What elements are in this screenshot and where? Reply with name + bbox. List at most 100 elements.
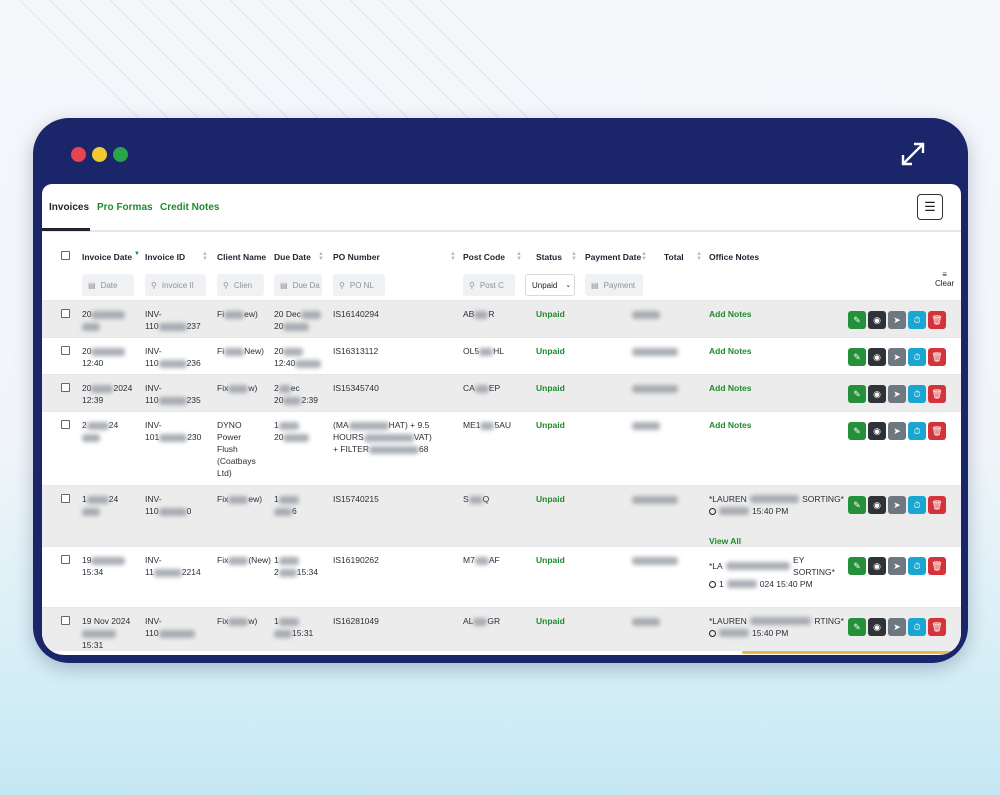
row-checkbox[interactable] (61, 383, 70, 392)
delete-button[interactable]: 🗑 (928, 311, 946, 329)
send-button[interactable]: ➤ (888, 496, 906, 514)
date-filter[interactable]: ▤ Date (82, 274, 134, 296)
client-filter[interactable]: ⚲ Clien (217, 274, 264, 296)
tab-invoices[interactable]: Invoices (49, 202, 90, 213)
tab-credit-notes[interactable]: Credit Notes (160, 202, 220, 213)
minimize-dot[interactable] (92, 147, 107, 162)
maximize-dot[interactable] (113, 147, 128, 162)
sort-icon[interactable]: ▲ ▼ (202, 251, 208, 262)
col-invoice-date[interactable]: Invoice Date (82, 252, 133, 262)
status-select[interactable]: Unpaid ⌄ (525, 274, 575, 296)
view-button[interactable]: ◉ (868, 618, 886, 636)
delete-button[interactable]: 🗑 (928, 422, 946, 440)
due-date-filter[interactable]: ▤ Due Da (274, 274, 322, 296)
clear-filters-button[interactable]: ≡ Clear (935, 270, 955, 288)
delete-button[interactable]: 🗑 (928, 348, 946, 366)
sort-desc-icon[interactable]: ▼ (134, 251, 140, 257)
view-button[interactable]: ◉ (868, 422, 886, 440)
post-code-filter[interactable]: ⚲ Post C (463, 274, 515, 296)
table-row[interactable]: 20 12:40 INV- 110 236 Fi New) 20 12:40 IS1631… (42, 337, 961, 374)
horizontal-scrollbar[interactable] (742, 651, 952, 654)
client-name-cell: Fi ew) (217, 309, 258, 319)
redacted-text (278, 384, 291, 393)
edit-button[interactable]: ✎ (848, 496, 866, 514)
delete-button[interactable]: 🗑 (928, 385, 946, 403)
send-button[interactable]: ➤ (888, 348, 906, 366)
payment-date-filter[interactable]: ▤ Payment (585, 274, 643, 296)
table-row[interactable]: 2 24 INV- 101 230 DYNO Power Flush (Coatbays Lt… (42, 411, 961, 485)
send-button[interactable]: ➤ (888, 618, 906, 636)
col-due-date[interactable]: Due Date (274, 252, 311, 262)
col-po-number[interactable]: PO Number (333, 252, 380, 262)
col-invoice-id[interactable]: Invoice ID (145, 252, 186, 262)
row-checkbox[interactable] (61, 555, 70, 564)
edit-button[interactable]: ✎ (848, 348, 866, 366)
menu-button[interactable]: ☰ (917, 194, 943, 220)
sort-icon[interactable]: ▲ ▼ (696, 251, 702, 262)
row-checkbox[interactable] (61, 494, 70, 503)
add-notes-link[interactable]: Add Notes (709, 420, 752, 430)
send-button[interactable]: ➤ (888, 311, 906, 329)
row-checkbox[interactable] (61, 616, 70, 625)
reminder-button[interactable]: ⏱ (908, 557, 926, 575)
view-all-notes-link[interactable]: View All (709, 536, 742, 546)
table-row[interactable]: 19 Nov 2024 15:31 INV- 110 Fix w) 1 15:31 IS… (42, 607, 961, 651)
col-total[interactable]: Total (664, 252, 684, 262)
po-number-cell: IS16313112 (333, 346, 379, 356)
edit-button[interactable]: ✎ (848, 385, 866, 403)
add-notes-link[interactable]: Add Notes (709, 309, 752, 319)
delete-button[interactable]: 🗑 (928, 618, 946, 636)
select-all-checkbox[interactable] (61, 251, 70, 260)
close-dot[interactable] (71, 147, 86, 162)
edit-button[interactable]: ✎ (848, 311, 866, 329)
reminder-button[interactable]: ⏱ (908, 348, 926, 366)
redacted-text (224, 347, 245, 356)
send-button[interactable]: ➤ (888, 557, 906, 575)
col-payment-date[interactable]: Payment Date (585, 252, 642, 262)
view-button[interactable]: ◉ (868, 348, 886, 366)
browser-window: Invoices Pro Formas Credit Notes ☰ Invoi… (33, 118, 968, 663)
reminder-button[interactable]: ⏱ (908, 385, 926, 403)
edit-button[interactable]: ✎ (848, 422, 866, 440)
expand-icon[interactable] (899, 140, 927, 168)
sort-icon[interactable]: ▲ ▼ (516, 251, 522, 262)
col-office-notes[interactable]: Office Notes (709, 252, 760, 262)
col-post-code[interactable]: Post Code (463, 252, 506, 262)
table-row[interactable]: 19 15:34 INV- 11 2214 Fix (New) 1 2 15:34 IS16… (42, 546, 961, 619)
row-checkbox[interactable] (61, 309, 70, 318)
delete-button[interactable]: 🗑 (928, 496, 946, 514)
invoice-id-filter[interactable]: ⚲ Invoice II (145, 274, 206, 296)
add-notes-link[interactable]: Add Notes (709, 346, 752, 356)
send-button[interactable]: ➤ (888, 385, 906, 403)
row-checkbox[interactable] (61, 346, 70, 355)
sort-icon[interactable]: ▲ ▼ (641, 251, 647, 262)
client-name-cell: Fi New) (217, 346, 264, 356)
redacted-text (158, 396, 187, 405)
reminder-button[interactable]: ⏱ (908, 496, 926, 514)
add-notes-link[interactable]: Add Notes (709, 383, 752, 393)
redacted-text (158, 507, 187, 516)
col-client-name[interactable]: Client Name (217, 252, 267, 262)
edit-button[interactable]: ✎ (848, 557, 866, 575)
view-button[interactable]: ◉ (868, 557, 886, 575)
row-checkbox[interactable] (61, 420, 70, 429)
table-row[interactable]: 20 INV- 110 237 Fi ew) 20 Dec 20 IS16140294 … (42, 300, 961, 337)
reminder-button[interactable]: ⏱ (908, 422, 926, 440)
delete-button[interactable]: 🗑 (928, 557, 946, 575)
search-icon: ⚲ (339, 280, 345, 290)
tab-pro-formas[interactable]: Pro Formas (97, 202, 153, 213)
view-button[interactable]: ◉ (868, 496, 886, 514)
reminder-button[interactable]: ⏱ (908, 618, 926, 636)
po-number-filter[interactable]: ⚲ PO NL (333, 274, 385, 296)
view-button[interactable]: ◉ (868, 311, 886, 329)
table-row[interactable]: 20 2024 12:39 INV- 110 235 Fix w) 2 ec 20 2:39 I… (42, 374, 961, 411)
reminder-button[interactable]: ⏱ (908, 311, 926, 329)
sort-icon[interactable]: ▲ ▼ (571, 251, 577, 262)
view-button[interactable]: ◉ (868, 385, 886, 403)
edit-button[interactable]: ✎ (848, 618, 866, 636)
col-status[interactable]: Status (536, 252, 562, 262)
sort-icon[interactable]: ▲ ▼ (450, 251, 456, 262)
sort-icon[interactable]: ▲ ▼ (318, 251, 324, 262)
send-button[interactable]: ➤ (888, 422, 906, 440)
